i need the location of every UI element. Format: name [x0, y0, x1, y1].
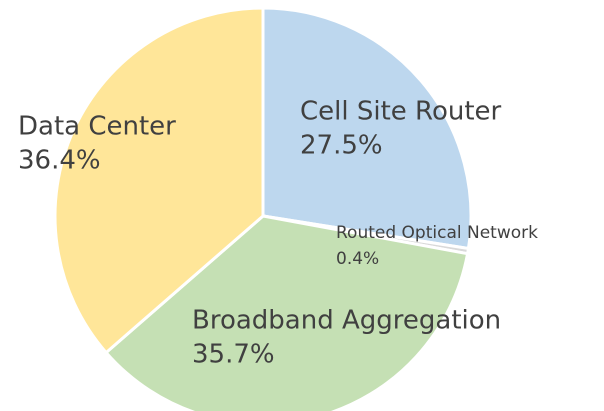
slice-label: Broadband Aggregation — [192, 306, 501, 336]
slice-value: 27.5% — [300, 131, 383, 161]
slice-label: Cell Site Router — [300, 97, 502, 127]
slice-label: Data Center — [18, 112, 176, 142]
pie-slice — [103, 214, 470, 411]
pie-slice — [261, 6, 473, 251]
pie-slice — [53, 6, 265, 355]
slice-value: 35.7% — [192, 340, 275, 370]
slice-value: 0.4% — [336, 249, 379, 269]
slice-label: Routed Optical Network — [336, 223, 538, 243]
slice-value: 36.4% — [18, 146, 101, 176]
